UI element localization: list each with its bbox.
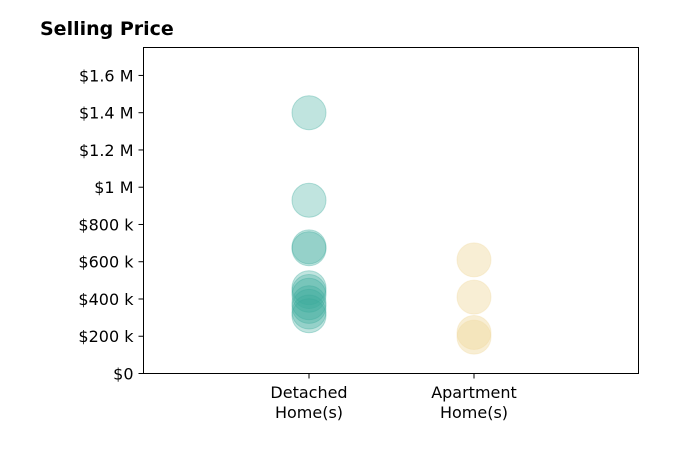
detached-data-point xyxy=(291,288,327,324)
detached-data-point xyxy=(291,294,327,330)
y-tick-label: $1.6 M xyxy=(79,66,134,85)
y-tick-label: $800 k xyxy=(78,215,134,234)
y-tick-label: $200 k xyxy=(78,327,134,346)
apartment-data-point xyxy=(456,315,492,351)
plot-area-frame xyxy=(143,47,639,374)
detached-data-point xyxy=(291,229,327,265)
detached-data-point xyxy=(291,182,327,218)
x-tick-label: Detached xyxy=(270,383,347,402)
detached-data-point xyxy=(291,231,327,267)
y-tick-label: $1 M xyxy=(94,178,133,197)
y-tick-label: $600 k xyxy=(78,253,134,272)
detached-data-point xyxy=(291,298,327,334)
detached-data-point xyxy=(291,274,327,310)
x-tick-label: Apartment xyxy=(431,383,517,402)
detached-data-point xyxy=(291,270,327,306)
detached-data-point xyxy=(291,277,327,313)
detached-data-point xyxy=(291,95,327,131)
x-tick-label: Home(s) xyxy=(275,403,343,422)
apartment-data-point xyxy=(456,319,492,355)
y-tick-label: $1.2 M xyxy=(79,141,134,160)
data-points xyxy=(291,95,492,355)
chart-title: Selling Price xyxy=(40,18,174,40)
detached-data-point xyxy=(291,285,327,321)
y-tick-label: $0 xyxy=(113,365,133,384)
y-axis: $0 $200 k $400 k $600 k $800 k $1 M $1.2 M $1.4… xyxy=(78,66,144,384)
y-tick-label: $400 k xyxy=(78,290,134,309)
y-tick-label: $1.4 M xyxy=(79,104,134,123)
apartment-data-point xyxy=(456,242,492,278)
apartment-data-point xyxy=(456,279,492,315)
x-tick-label: Home(s) xyxy=(440,403,508,422)
